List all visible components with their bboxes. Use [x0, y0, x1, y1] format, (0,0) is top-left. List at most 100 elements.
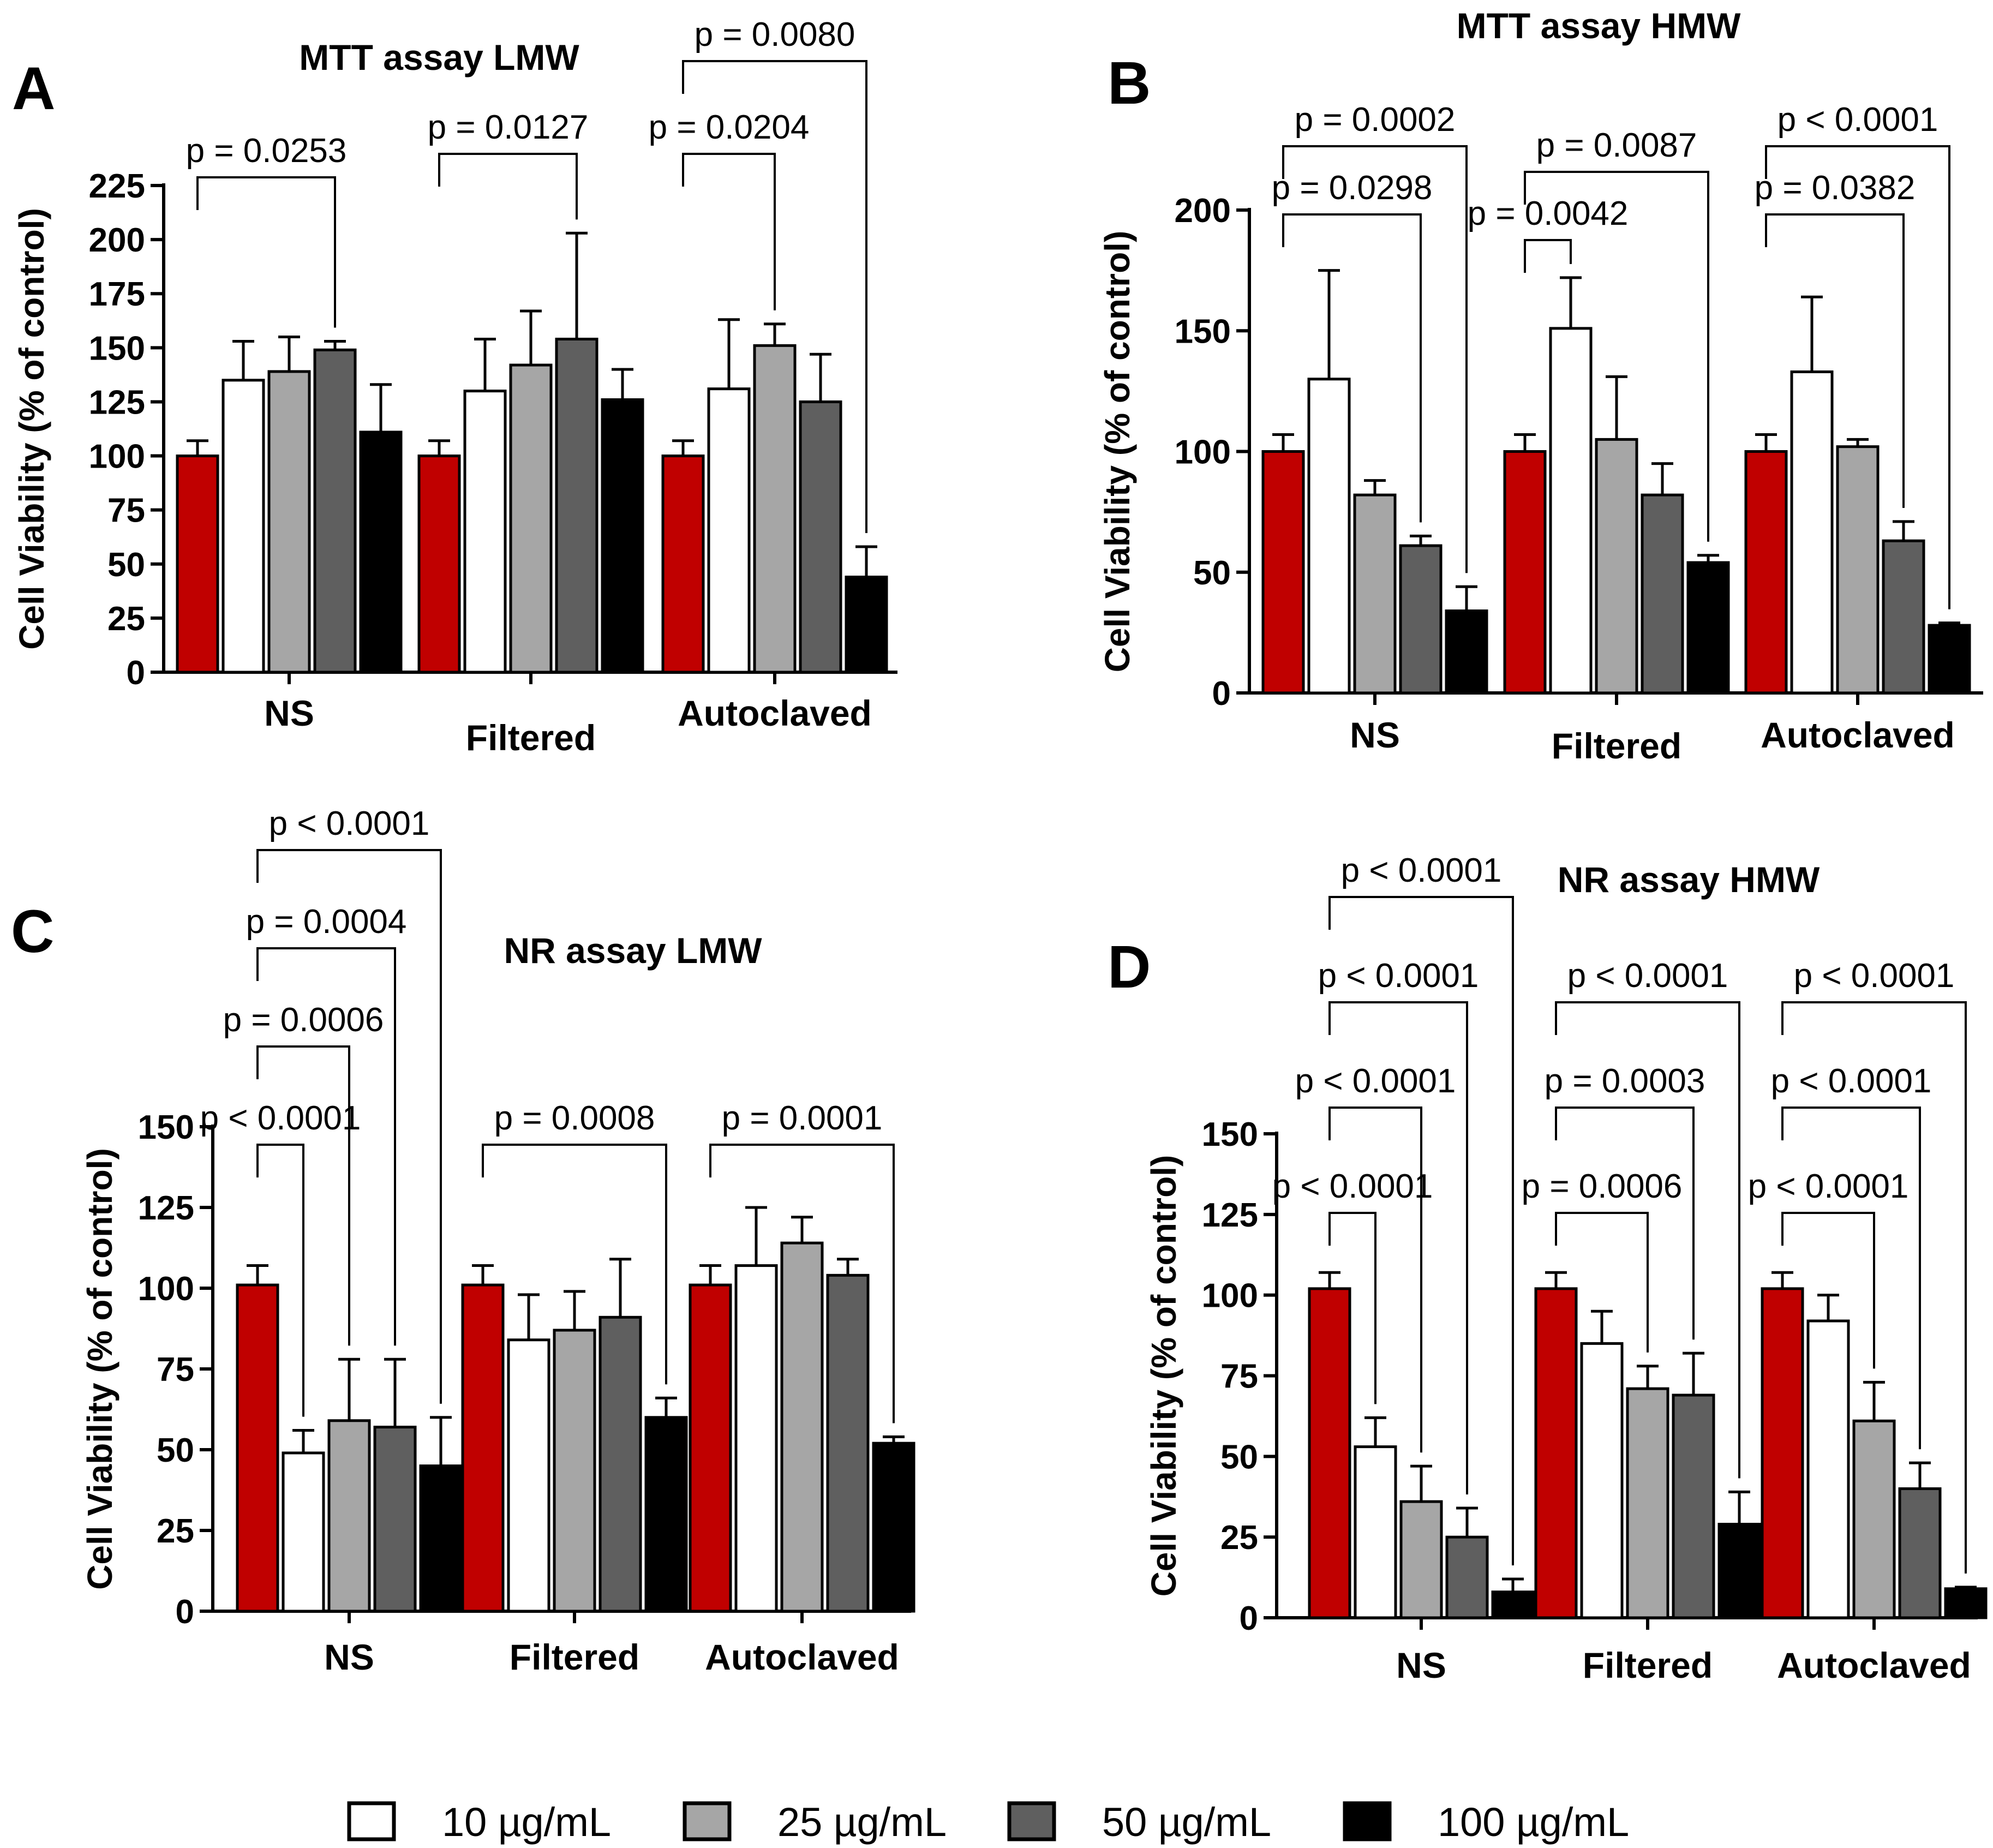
legend-label: 25 µg/mL — [777, 1799, 947, 1845]
significance-bracket — [1328, 1212, 1376, 1404]
p-value-label: p = 0.0204 — [649, 109, 810, 146]
bar-100-g-ml — [601, 398, 644, 674]
p-value-label: p < 0.0001 — [1318, 957, 1479, 995]
bar-control — [1761, 1287, 1804, 1619]
category-label: Autoclaved — [678, 693, 872, 733]
p-value-label: p < 0.0001 — [1771, 1062, 1932, 1100]
category-label: Autoclaved — [705, 1637, 899, 1677]
category-label: Filtered — [510, 1637, 639, 1677]
bar-50-g-ml — [1399, 544, 1443, 695]
bar-25-g-ml — [780, 1241, 824, 1613]
bar-control — [461, 1283, 505, 1613]
bar-100-g-ml — [1717, 1523, 1761, 1619]
y-tick-label: 100 — [1202, 1277, 1258, 1315]
y-tick-label: 50 — [107, 546, 145, 584]
y-tick-label: 125 — [89, 384, 145, 421]
significance-bracket — [256, 947, 396, 1346]
y-tick-label: 150 — [138, 1109, 194, 1146]
bar-50-g-ml — [1672, 1394, 1715, 1619]
p-value-label: p = 0.0002 — [1295, 101, 1456, 139]
p-value-label: p < 0.0001 — [1272, 1168, 1433, 1205]
chart-title: MTT assay LMW — [299, 37, 579, 77]
panel-b: B MTT assay HMW 0 50 100 150 200 Cell Viability… — [1098, 5, 1983, 766]
y-tick-label: 25 — [107, 600, 145, 638]
p-value-label: p = 0.0001 — [722, 1099, 883, 1137]
bar-control — [661, 454, 705, 674]
y-tick-label: 0 — [1240, 1600, 1258, 1637]
y-tick-label: 150 — [1202, 1116, 1258, 1153]
legend-swatch — [683, 1801, 732, 1841]
p-value-label: p < 0.0001 — [1567, 957, 1728, 995]
bar-control — [417, 454, 461, 674]
significance-bracket — [256, 1144, 304, 1417]
p-value-label: p = 0.0003 — [1545, 1062, 1705, 1100]
bar-10-g-ml — [707, 387, 751, 674]
p-value-label: p < 0.0001 — [1794, 957, 1955, 995]
significance-bracket — [1781, 1107, 1921, 1450]
significance-bracket — [196, 176, 336, 328]
category-label: Autoclaved — [1761, 715, 1955, 755]
bar-10-g-ml — [507, 1338, 550, 1613]
bar-control — [236, 1283, 279, 1613]
significance-bracket — [1555, 1001, 1740, 1479]
legend-swatch — [1343, 1801, 1392, 1841]
y-tick-label: 75 — [1220, 1358, 1258, 1396]
bar-25-g-ml — [1852, 1419, 1896, 1619]
y-tick-label: 0 — [127, 654, 145, 692]
y-tick-label: 0 — [1212, 675, 1231, 713]
p-value-label: p = 0.0042 — [1468, 195, 1629, 232]
bar-100-g-ml — [1928, 624, 1971, 695]
significance-bracket — [1524, 239, 1572, 273]
p-value-label: p < 0.0001 — [200, 1099, 361, 1137]
y-axis-label: Cell Viability (% of control) — [12, 208, 51, 650]
bar-25-g-ml — [553, 1329, 596, 1613]
bar-control — [176, 454, 219, 674]
bar-control — [1503, 450, 1547, 695]
panel-letter: D — [1108, 934, 1151, 1001]
p-value-label: p < 0.0001 — [1777, 101, 1938, 139]
significance-bracket — [1282, 213, 1422, 523]
p-value-label: p = 0.0298 — [1272, 169, 1433, 207]
bar-10-g-ml — [1549, 327, 1593, 695]
legend-label: 50 µg/mL — [1102, 1799, 1271, 1845]
panel-c: C NR assay LMW 0 25 50 75 100 125 150 Cell Viabil… — [11, 805, 915, 1677]
bar-25-g-ml — [1626, 1387, 1669, 1619]
bar-100-g-ml — [845, 576, 888, 674]
bar-10-g-ml — [222, 379, 265, 674]
significance-bracket — [1765, 213, 1905, 508]
bar-10-g-ml — [1790, 370, 1834, 695]
significance-bracket — [1328, 896, 1514, 1566]
p-value-label: p < 0.0001 — [1748, 1168, 1909, 1205]
y-tick-label: 175 — [89, 276, 145, 313]
y-tick-label: 50 — [1220, 1438, 1258, 1476]
category-label: Filtered — [1583, 1645, 1713, 1685]
significance-bracket — [482, 1144, 667, 1385]
bar-10-g-ml — [1307, 378, 1351, 695]
category-label: Filtered — [1552, 726, 1681, 766]
significance-bracket — [1555, 1212, 1649, 1353]
legend: 10 µg/mL 25 µg/mL 50 µg/mL 100 µg/mL — [347, 1799, 1629, 1845]
y-tick-label: 25 — [1220, 1519, 1258, 1557]
legend-label: 10 µg/mL — [442, 1799, 611, 1845]
p-value-label: p = 0.0127 — [428, 109, 589, 146]
p-value-label: p = 0.0253 — [186, 132, 347, 170]
y-tick-label: 150 — [89, 330, 145, 367]
bar-100-g-ml — [419, 1464, 463, 1613]
p-value-label: p = 0.0087 — [1536, 127, 1697, 164]
bar-25-g-ml — [509, 363, 553, 674]
bar-10-g-ml — [734, 1264, 778, 1613]
p-value-label: p = 0.0008 — [494, 1099, 655, 1137]
bar-50-g-ml — [1641, 493, 1684, 695]
bar-100-g-ml — [1686, 561, 1730, 695]
bar-100-g-ml — [359, 430, 403, 674]
bar-50-g-ml — [313, 348, 357, 674]
category-label: NS — [1350, 715, 1400, 755]
bar-50-g-ml — [1445, 1535, 1489, 1619]
y-tick-label: 150 — [1175, 313, 1231, 350]
bar-50-g-ml — [555, 337, 599, 674]
y-axis-label: Cell Viability (% of control) — [80, 1148, 119, 1590]
bar-25-g-ml — [1836, 445, 1880, 695]
panel-a: A MTT assay LMW 0 25 50 75 100 125 150 175 200 225 C… — [12, 16, 897, 758]
bar-50-g-ml — [1882, 539, 1925, 695]
